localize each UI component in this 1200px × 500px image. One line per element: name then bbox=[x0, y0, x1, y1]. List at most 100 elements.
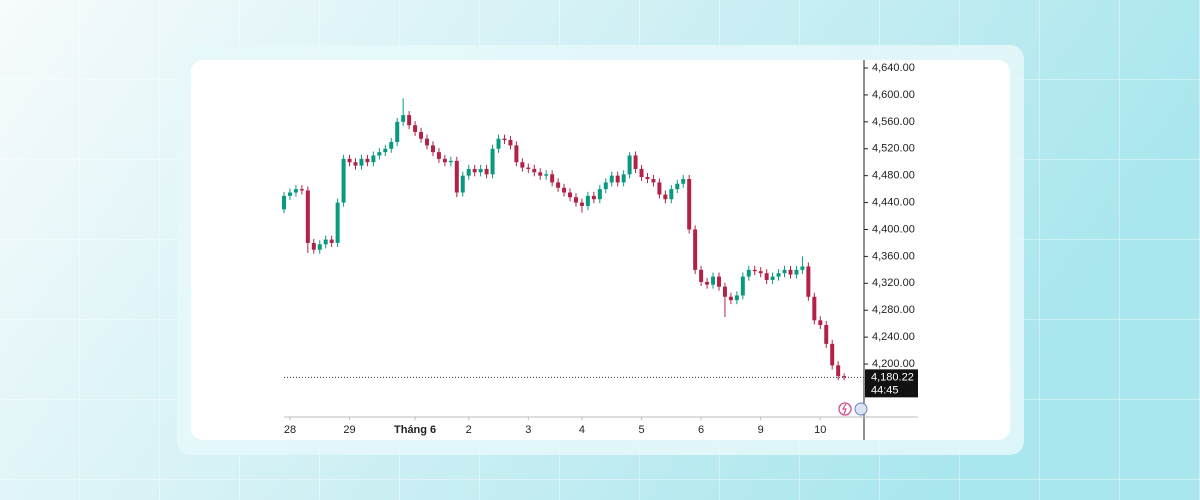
y-tick-label: 4,320.00 bbox=[872, 277, 915, 289]
y-tick-label: 4,360.00 bbox=[872, 250, 915, 262]
candle-body bbox=[812, 296, 817, 321]
candle-body bbox=[317, 244, 322, 250]
x-tick-label: 2 bbox=[466, 424, 472, 436]
candle-body bbox=[550, 174, 555, 183]
y-tick-label: 4,640.00 bbox=[872, 62, 915, 74]
candle-body bbox=[675, 183, 680, 190]
candle-body bbox=[299, 189, 304, 191]
countdown-label: 44:45 bbox=[871, 384, 899, 396]
x-tick-label: 29 bbox=[343, 424, 355, 436]
candle-body bbox=[603, 182, 608, 190]
y-tick-label: 4,280.00 bbox=[872, 304, 915, 316]
candle-body bbox=[711, 276, 716, 285]
candle-body bbox=[699, 269, 704, 282]
candle-body bbox=[425, 138, 430, 146]
y-tick-label: 4,600.00 bbox=[872, 89, 915, 101]
candle-body bbox=[377, 152, 382, 156]
candle-body bbox=[365, 158, 370, 163]
y-tick-label: 4,440.00 bbox=[872, 196, 915, 208]
candle-body bbox=[544, 174, 549, 176]
candle-body bbox=[323, 239, 328, 245]
candle-body bbox=[383, 148, 388, 153]
candle-body bbox=[585, 195, 590, 206]
x-tick-label: 10 bbox=[814, 424, 826, 436]
x-tick-label: 4 bbox=[579, 424, 585, 436]
candle-body bbox=[740, 276, 745, 296]
candle-body bbox=[556, 182, 561, 188]
candle-body bbox=[645, 177, 650, 180]
candle-body bbox=[282, 195, 286, 210]
candle-body bbox=[758, 271, 763, 274]
candle-body bbox=[794, 269, 799, 275]
candle-body bbox=[627, 155, 632, 175]
x-tick-label: 3 bbox=[525, 424, 531, 436]
candle-body bbox=[663, 194, 668, 200]
chart-panel bbox=[191, 60, 1010, 440]
candle-body bbox=[359, 158, 364, 166]
y-tick-label: 4,560.00 bbox=[872, 116, 915, 128]
candle-body bbox=[818, 320, 823, 326]
candle-body bbox=[705, 281, 710, 285]
candle-body bbox=[573, 197, 578, 203]
y-tick-label: 4,520.00 bbox=[872, 143, 915, 155]
candle-body bbox=[621, 174, 626, 183]
icon[interactable] bbox=[838, 402, 852, 416]
candle-body bbox=[681, 179, 686, 184]
icon[interactable] bbox=[854, 402, 868, 416]
candle-body bbox=[568, 192, 573, 198]
candle-body bbox=[442, 158, 447, 163]
candle-body bbox=[311, 242, 316, 250]
y-tick-label: 4,480.00 bbox=[872, 170, 915, 182]
candle-body bbox=[430, 145, 435, 153]
candle-body bbox=[782, 269, 787, 274]
candle-body bbox=[520, 162, 525, 168]
candle-body bbox=[407, 115, 412, 126]
candle-body bbox=[484, 168, 489, 175]
candle-body bbox=[502, 138, 507, 141]
candle-body bbox=[597, 189, 602, 200]
candle-body bbox=[293, 189, 298, 193]
candle-body bbox=[532, 168, 537, 173]
candle-body bbox=[472, 168, 477, 173]
x-tick-label: 5 bbox=[638, 424, 644, 436]
candle-body bbox=[669, 189, 674, 200]
x-tick-label: 9 bbox=[758, 424, 764, 436]
candle-body bbox=[734, 295, 739, 301]
candle-body bbox=[490, 148, 495, 175]
candle-body bbox=[609, 175, 614, 183]
candle-body bbox=[693, 229, 698, 270]
x-tick-label: Tháng 6 bbox=[394, 424, 436, 436]
candle-body bbox=[788, 269, 793, 275]
candle-body bbox=[538, 172, 543, 176]
candle-body bbox=[579, 202, 584, 206]
candle-body bbox=[460, 175, 465, 193]
last-price-label: 4,180.22 bbox=[871, 371, 914, 383]
candle-body bbox=[478, 168, 483, 173]
candle-body bbox=[454, 160, 459, 193]
candle-body bbox=[329, 239, 334, 243]
candle-body bbox=[496, 138, 501, 149]
candle-body bbox=[466, 168, 471, 176]
candle-body bbox=[395, 121, 400, 143]
candle-body bbox=[514, 145, 519, 163]
candle-body bbox=[305, 190, 310, 243]
candle-body bbox=[371, 155, 376, 163]
candle-body bbox=[830, 343, 835, 366]
candle-body bbox=[562, 187, 567, 193]
candle-body bbox=[716, 276, 721, 287]
candle-body bbox=[436, 152, 441, 159]
candle-body bbox=[633, 155, 638, 169]
candle-body bbox=[728, 296, 733, 301]
candle-body bbox=[824, 325, 829, 344]
y-tick-label: 4,400.00 bbox=[872, 223, 915, 235]
candle-body bbox=[335, 202, 340, 243]
candle-body bbox=[419, 131, 424, 139]
candle-body bbox=[657, 182, 662, 195]
candle-body bbox=[413, 125, 418, 132]
candle-body bbox=[806, 266, 811, 297]
candle-body bbox=[776, 273, 781, 277]
candle-body bbox=[526, 167, 531, 169]
plot: 4,200.00 4,240.00 4,280.00 4,320.00 4,360.00… bbox=[282, 60, 918, 440]
